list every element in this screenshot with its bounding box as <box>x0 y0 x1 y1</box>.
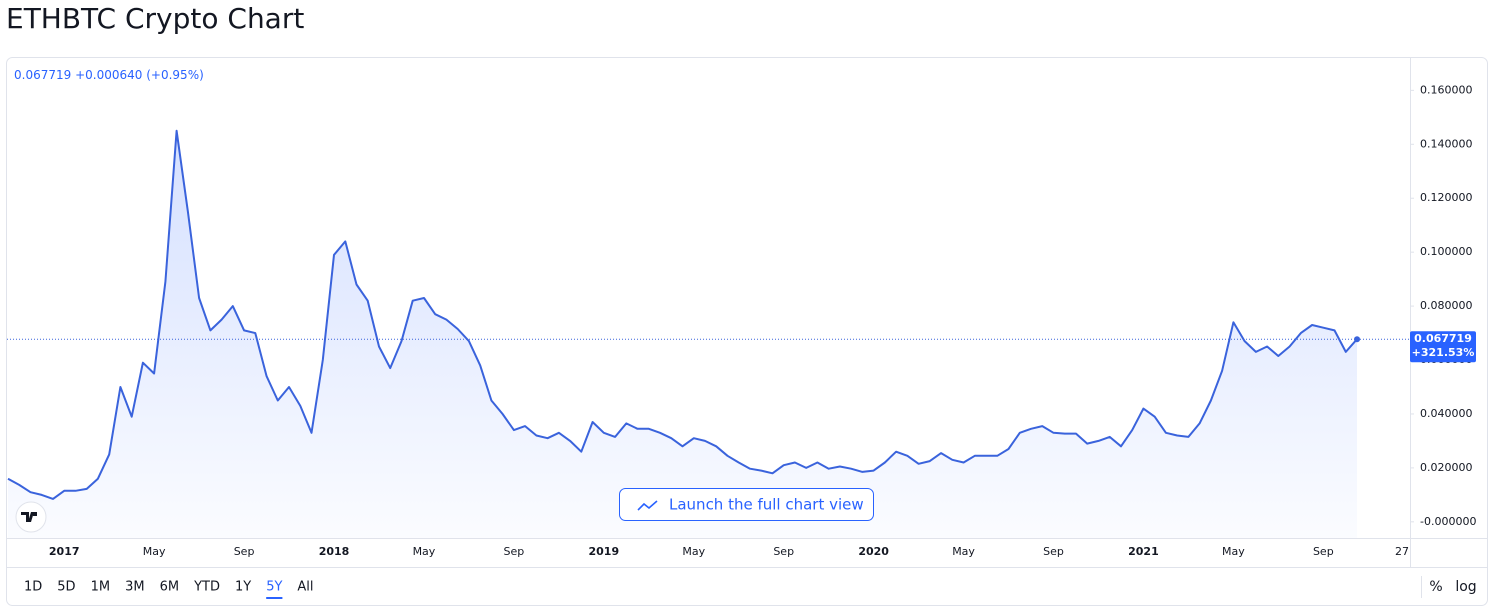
x-tick-label: 2021 <box>1128 545 1159 558</box>
x-tick-label: Sep <box>234 545 255 558</box>
x-tick-label: Sep <box>504 545 525 558</box>
range-button[interactable]: 5Y <box>266 580 282 595</box>
y-tick-label: 0.160000 <box>1420 83 1473 96</box>
x-tick-label: May <box>1222 545 1245 558</box>
y-tick-label: 0.140000 <box>1420 137 1473 150</box>
range-button[interactable]: 1M <box>91 580 111 595</box>
x-tick-label: May <box>143 545 166 558</box>
x-tick-label: May <box>952 545 975 558</box>
log-button[interactable]: log <box>1455 579 1476 595</box>
range-button[interactable]: 1Y <box>235 580 251 595</box>
last-point <box>1354 336 1361 343</box>
page-title: ETHBTC Crypto Chart <box>6 2 304 35</box>
price-line <box>7 129 1358 500</box>
range-button[interactable]: 6M <box>160 580 180 595</box>
tv-logo[interactable] <box>15 501 47 533</box>
range-button[interactable]: All <box>297 580 313 595</box>
range-button[interactable]: 1D <box>24 580 42 595</box>
legend: 0.067719 +0.000640 (+0.95%) <box>14 68 204 82</box>
legend-change-pct: (+0.95%) <box>146 68 204 82</box>
x-tick-label: 2020 <box>858 545 889 558</box>
price-box: 0.067719+321.53% <box>1410 331 1476 363</box>
y-tick-label: 0.120000 <box>1420 191 1473 204</box>
y-tick-label: 0.100000 <box>1420 245 1473 258</box>
x-tick-label: 2019 <box>589 545 620 558</box>
range-button[interactable]: 3M <box>125 580 145 595</box>
area-fill <box>8 130 1357 539</box>
range-button[interactable]: 5D <box>57 580 75 595</box>
x-tick-label: Sep <box>1043 545 1064 558</box>
percent-button[interactable]: % <box>1429 579 1442 595</box>
x-tick-label: Sep <box>773 545 794 558</box>
y-tick-label: 0.040000 <box>1420 407 1473 420</box>
launch-button[interactable]: Launch the full chart view <box>619 488 874 521</box>
price-box-change: +321.53% <box>1412 346 1475 359</box>
y-tick-label: 0.020000 <box>1420 461 1473 474</box>
x-tick-label: 27 <box>1395 545 1409 558</box>
x-tick-label: 2017 <box>49 545 80 558</box>
plot <box>7 129 1410 539</box>
chart-frame <box>6 57 1488 606</box>
legend-price: 0.067719 <box>14 68 71 82</box>
x-tick-label: Sep <box>1313 545 1334 558</box>
legend-change: +0.000640 <box>75 68 142 82</box>
x-tick-label: 2018 <box>319 545 350 558</box>
price-box-bg <box>1410 331 1476 363</box>
range-button[interactable]: YTD <box>193 580 220 595</box>
y-tick-label: -0.000000 <box>1420 515 1476 528</box>
x-tick-label: May <box>682 545 705 558</box>
x-tick-label: May <box>413 545 436 558</box>
range-bar: 1D 5D 1M 3M 6M YTD 1Y 5Y All <box>24 580 314 599</box>
y-tick-label: 0.080000 <box>1420 299 1473 312</box>
launch-button-label[interactable]: Launch the full chart view <box>669 496 864 514</box>
price-box-price: 0.067719 <box>1414 332 1472 345</box>
